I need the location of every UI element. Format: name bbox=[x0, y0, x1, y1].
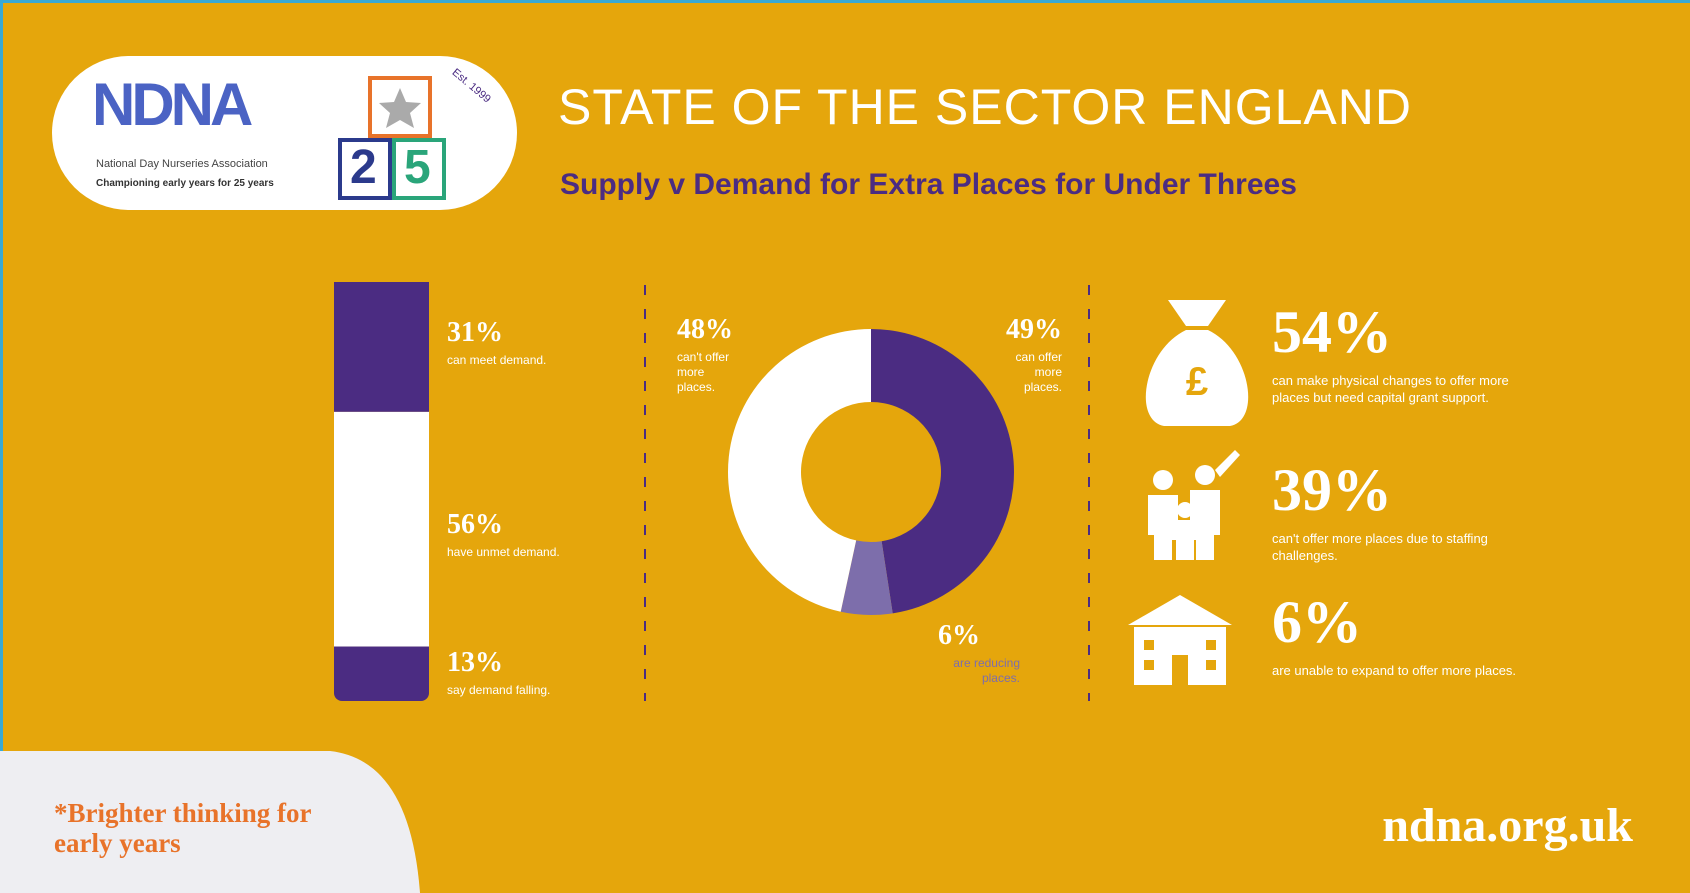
donut-slice bbox=[871, 329, 1014, 614]
footer-url: ndna.org.uk bbox=[1382, 799, 1633, 852]
value-label: 49% bbox=[1006, 314, 1062, 345]
stacked-bar bbox=[334, 282, 429, 701]
stat-text: can't offer more places due to staffing … bbox=[1272, 531, 1488, 563]
subtitle: Supply v Demand for Extra Places for Und… bbox=[560, 168, 1297, 201]
logo-blocks bbox=[338, 76, 446, 200]
category-label: say demand falling. bbox=[447, 682, 551, 697]
bar-segment bbox=[334, 411, 429, 647]
stat-value: 54% bbox=[1272, 299, 1392, 365]
value-label: 56% bbox=[447, 509, 503, 541]
stat-text: can make physical changes to offer more … bbox=[1272, 373, 1509, 405]
bar-segment bbox=[334, 282, 429, 412]
category-label: have unmet demand. bbox=[447, 545, 560, 560]
logo-tagline: Championing early years for 25 years bbox=[96, 178, 274, 189]
value-label: 48% bbox=[677, 314, 733, 345]
svg-text:£: £ bbox=[1186, 360, 1208, 404]
footer-shape bbox=[0, 751, 420, 893]
category-label: can't offer more places. bbox=[677, 350, 730, 394]
footer-tagline: *Brighter thinking for early years bbox=[54, 798, 312, 858]
icon-people bbox=[1148, 450, 1240, 560]
title: STATE OF THE SECTOR ENGLAND bbox=[558, 79, 1412, 135]
category-label: can offer more places. bbox=[1015, 350, 1062, 394]
value-label: 31% bbox=[447, 317, 503, 348]
logo-block: 5 bbox=[404, 141, 431, 194]
logo-org: National Day Nurseries Association bbox=[96, 158, 268, 170]
logo-text: NDNA bbox=[92, 71, 253, 138]
value-label: 13% bbox=[447, 646, 503, 678]
donut-slice bbox=[728, 329, 871, 612]
donut-slice bbox=[840, 540, 893, 615]
icon-school bbox=[1128, 595, 1232, 685]
value-label: 6% bbox=[938, 620, 980, 651]
logo-block: 2 bbox=[350, 141, 377, 194]
bar-segment bbox=[334, 646, 429, 701]
category-label: are reducing places. bbox=[953, 656, 1020, 685]
stat-text: are unable to expand to offer more place… bbox=[1272, 663, 1517, 678]
icon-money-bag: £ bbox=[1145, 300, 1249, 426]
stat-value: 39% bbox=[1272, 457, 1392, 523]
category-label: can meet demand. bbox=[447, 353, 547, 367]
stat-value: 6% bbox=[1272, 589, 1362, 655]
